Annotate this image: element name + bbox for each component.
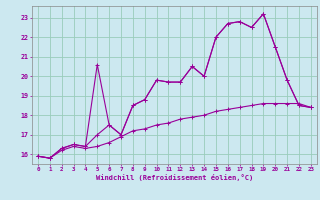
X-axis label: Windchill (Refroidissement éolien,°C): Windchill (Refroidissement éolien,°C) (96, 174, 253, 181)
